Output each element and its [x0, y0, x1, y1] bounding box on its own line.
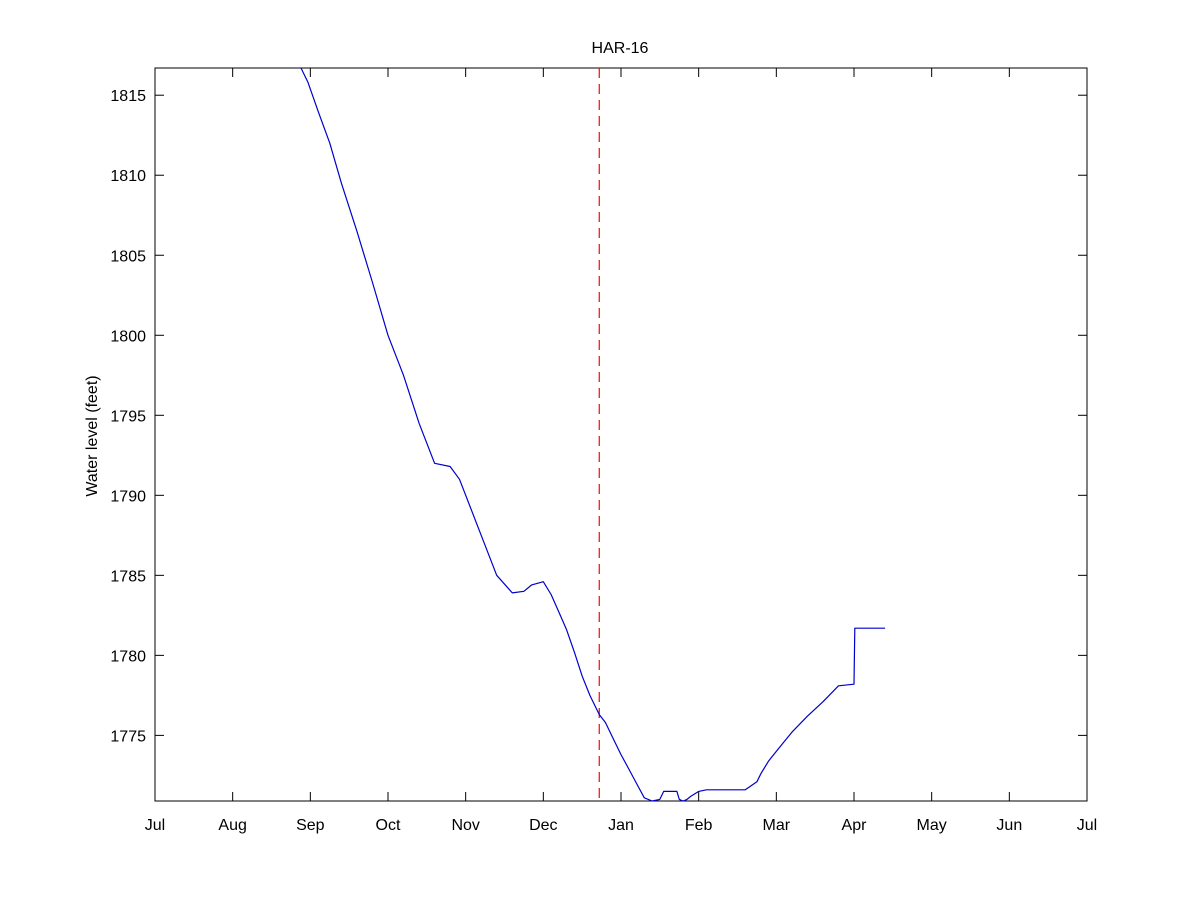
x-tick-label: Dec	[529, 817, 557, 834]
series-layer	[300, 67, 886, 802]
y-tick-label: 1780	[110, 648, 146, 665]
y-tick-label: 1800	[110, 328, 146, 345]
x-tick-label: Jun	[996, 817, 1022, 834]
x-tick-label: Jul	[1077, 817, 1097, 834]
y-tick-label: 1775	[110, 728, 146, 745]
plot-area	[154, 67, 1088, 802]
y-tick-label: 1815	[110, 88, 146, 105]
x-tick-label: Aug	[218, 817, 246, 834]
x-tick-label: Mar	[763, 817, 791, 834]
y-tick-label: 1785	[110, 568, 146, 585]
x-tick-label: Feb	[685, 817, 713, 834]
chart-title: HAR-16	[592, 40, 649, 57]
x-tick-label: Oct	[376, 817, 401, 834]
x-tick-label: Apr	[842, 817, 868, 834]
x-tick-label: Jul	[145, 817, 165, 834]
y-axis-label: Water level (feet)	[84, 375, 101, 496]
x-tick-label: May	[917, 817, 947, 834]
x-tick-label: Sep	[296, 817, 325, 834]
y-axis: 1775 1780 1785 1790 1795 1800 1805 1810 1815	[110, 88, 1087, 745]
y-tick-label: 1790	[110, 488, 146, 505]
y-tick-label: 1810	[110, 168, 146, 185]
x-tick-label: Jan	[608, 817, 634, 834]
x-axis: Jul Aug Sep Oct Nov Dec Jan Feb Mar Apr May Jun Jul	[145, 68, 1097, 834]
y-tick-label: 1795	[110, 408, 146, 425]
water-level-line	[300, 67, 886, 802]
y-tick-label: 1805	[110, 248, 146, 265]
x-tick-label: Nov	[451, 817, 479, 834]
